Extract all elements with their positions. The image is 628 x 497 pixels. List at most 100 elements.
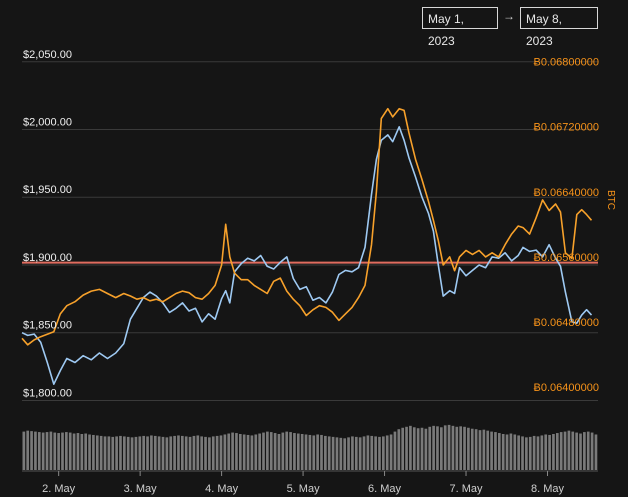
volume-bar	[184, 436, 188, 470]
volume-bar	[258, 433, 261, 470]
volume-bar	[590, 432, 594, 470]
volume-bar	[428, 426, 432, 470]
volume-bar	[192, 435, 196, 470]
x-axis: 2. May 3. May 4. May 5. May 6. May 7. May 8. M…	[22, 470, 598, 495]
volume-bar	[378, 436, 381, 470]
volume-bar	[347, 437, 350, 470]
volume-bar	[416, 428, 420, 470]
volume-bar	[575, 432, 578, 470]
volume-bar	[119, 435, 122, 470]
volume-bar	[99, 435, 103, 470]
volume-bar	[536, 436, 540, 470]
volume-bar	[115, 436, 118, 470]
x-tick-label: 4. May	[205, 483, 239, 495]
volume-bar	[420, 427, 424, 470]
volume-bar	[559, 432, 563, 470]
volume-bar	[180, 435, 184, 470]
volume-bar	[254, 434, 258, 470]
volume-bar	[161, 436, 165, 470]
volume-bar	[235, 433, 238, 470]
volume-bar	[211, 436, 215, 470]
volume-bar	[532, 435, 536, 470]
volume-bar	[579, 433, 582, 470]
btc-price-line	[21, 107, 593, 346]
volume-bar	[463, 426, 466, 470]
y-left-tick-label: $1,800.00	[23, 387, 72, 399]
volume-bar	[467, 427, 470, 470]
volume-bar	[362, 436, 366, 470]
volume-bar	[269, 432, 273, 470]
volume-bar	[521, 436, 524, 470]
volume-bar	[540, 435, 544, 470]
chart-gridlines	[22, 61, 598, 401]
volume-bar	[594, 434, 598, 470]
date-range-start-field[interactable]: May 1, 2023	[422, 7, 498, 48]
volume-bar	[366, 435, 370, 470]
volume-bar	[177, 435, 180, 470]
volume-bar	[424, 428, 428, 470]
volume-bar	[343, 438, 347, 470]
volume-bar	[41, 432, 45, 470]
y-left-tick-label: $1,850.00	[23, 320, 72, 332]
volume-bar	[227, 433, 231, 470]
volume-bar	[45, 432, 49, 470]
volume-bar	[53, 432, 57, 470]
volume-bar	[339, 437, 343, 470]
volume-bar	[370, 435, 374, 470]
volume-bar	[49, 431, 53, 470]
date-range-end-field[interactable]: May 8, 2023	[520, 7, 598, 48]
x-tick-label: 6. May	[368, 483, 402, 495]
volume-bar	[490, 431, 493, 470]
volume-bar	[157, 436, 161, 470]
volume-bar	[208, 437, 211, 470]
volume-bar	[204, 436, 207, 470]
volume-bar	[266, 431, 269, 470]
volume-bar	[544, 434, 548, 470]
volume-bar	[335, 437, 339, 470]
volume-bar	[238, 434, 242, 470]
volume-bar	[443, 425, 447, 470]
volume-bar	[296, 433, 300, 470]
volume-bar	[513, 434, 517, 470]
volume-bar	[281, 432, 285, 470]
y-left-tick-label: $1,900.00	[23, 252, 72, 264]
volume-bar	[153, 435, 157, 470]
volume-bar	[324, 435, 327, 470]
x-tick-label: 5. May	[287, 483, 321, 495]
x-tick-label: 3. May	[124, 483, 158, 495]
volume-bar	[571, 431, 575, 470]
y-axis-right-labels: Ƀ0.06800000 Ƀ0.06720000 Ƀ0.06640000 Ƀ0.0656…	[534, 57, 599, 395]
volume-bar	[586, 431, 590, 470]
y-left-tick-label: $2,050.00	[23, 49, 72, 61]
volume-bar	[563, 431, 567, 470]
volume-bar	[26, 430, 30, 470]
volume-bar	[80, 434, 84, 470]
volume-bar	[552, 434, 555, 470]
volume-bar	[30, 431, 33, 470]
volume-bar	[382, 436, 385, 470]
volume-bar	[103, 436, 107, 470]
volume-bar	[61, 432, 64, 470]
y-right-tick-label: Ƀ0.06640000	[534, 187, 599, 199]
volume-bar	[517, 435, 520, 470]
y-right-tick-label: Ƀ0.06400000	[534, 382, 599, 394]
y-right-tick-label: Ƀ0.06720000	[534, 122, 599, 134]
volume-bar	[389, 434, 393, 470]
volume-bar	[320, 434, 323, 470]
volume-bar	[459, 426, 462, 470]
y-axis-left-labels: $2,050.00 $2,000.00 $1,950.00 $1,900.00 $1,8…	[23, 49, 72, 400]
volume-bar	[146, 436, 149, 470]
volume-bar	[289, 432, 292, 470]
volume-bar	[304, 434, 308, 470]
volume-bars	[22, 424, 598, 470]
volume-bar	[231, 432, 234, 470]
volume-bar	[200, 436, 203, 470]
volume-bar	[440, 427, 443, 470]
volume-bar	[497, 433, 501, 470]
volume-bar	[331, 436, 335, 470]
volume-bar	[525, 437, 528, 470]
volume-bar	[88, 434, 91, 470]
volume-bar	[583, 432, 586, 470]
volume-bar	[316, 434, 319, 470]
